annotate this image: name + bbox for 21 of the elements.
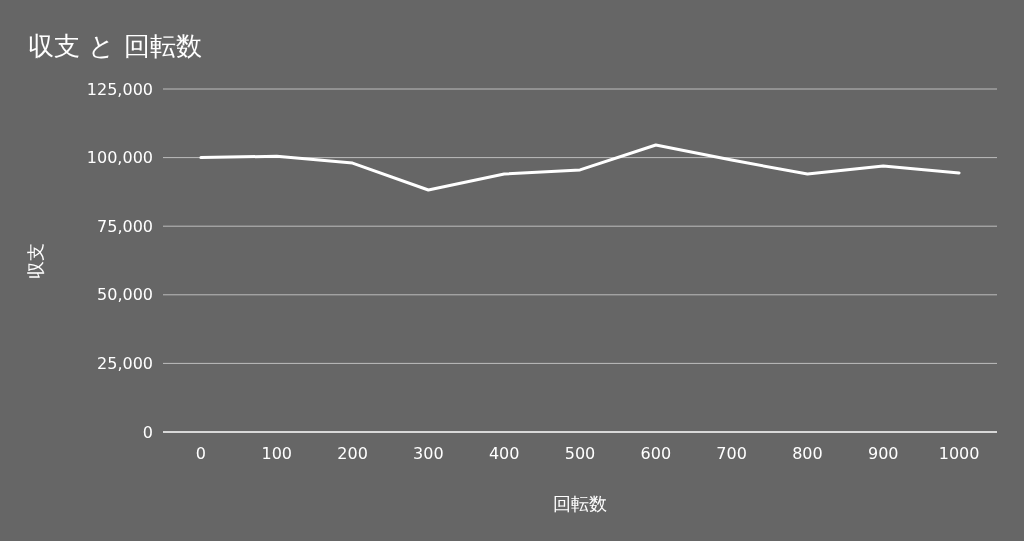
x-tick-label: 700 <box>716 444 747 463</box>
x-tick-label: 300 <box>413 444 444 463</box>
x-tick-label: 600 <box>640 444 672 463</box>
y-tick-label: 100,000 <box>86 148 153 168</box>
chart-title: 収支 と 回転数 <box>28 31 202 61</box>
y-tick-label: 75,000 <box>97 216 153 236</box>
y-tick-label: 50,000 <box>97 285 153 305</box>
y-axis-title: 収支 <box>25 242 46 279</box>
x-tick-label: 1000 <box>938 444 980 463</box>
x-axis-title: 回転数 <box>553 493 607 514</box>
x-tick-label: 100 <box>261 444 292 463</box>
y-tick-label: 0 <box>142 422 153 442</box>
x-tick-label: 200 <box>337 444 368 463</box>
y-tick-label: 125,000 <box>86 79 153 99</box>
x-tick-label: 0 <box>195 444 206 463</box>
x-tick-label: 900 <box>868 444 899 463</box>
line-series <box>199 143 961 192</box>
x-tick-label: 500 <box>564 444 596 463</box>
y-tick-label: 25,000 <box>97 354 153 373</box>
x-tick-label: 400 <box>488 444 520 463</box>
x-tick-label: 800 <box>792 444 823 463</box>
